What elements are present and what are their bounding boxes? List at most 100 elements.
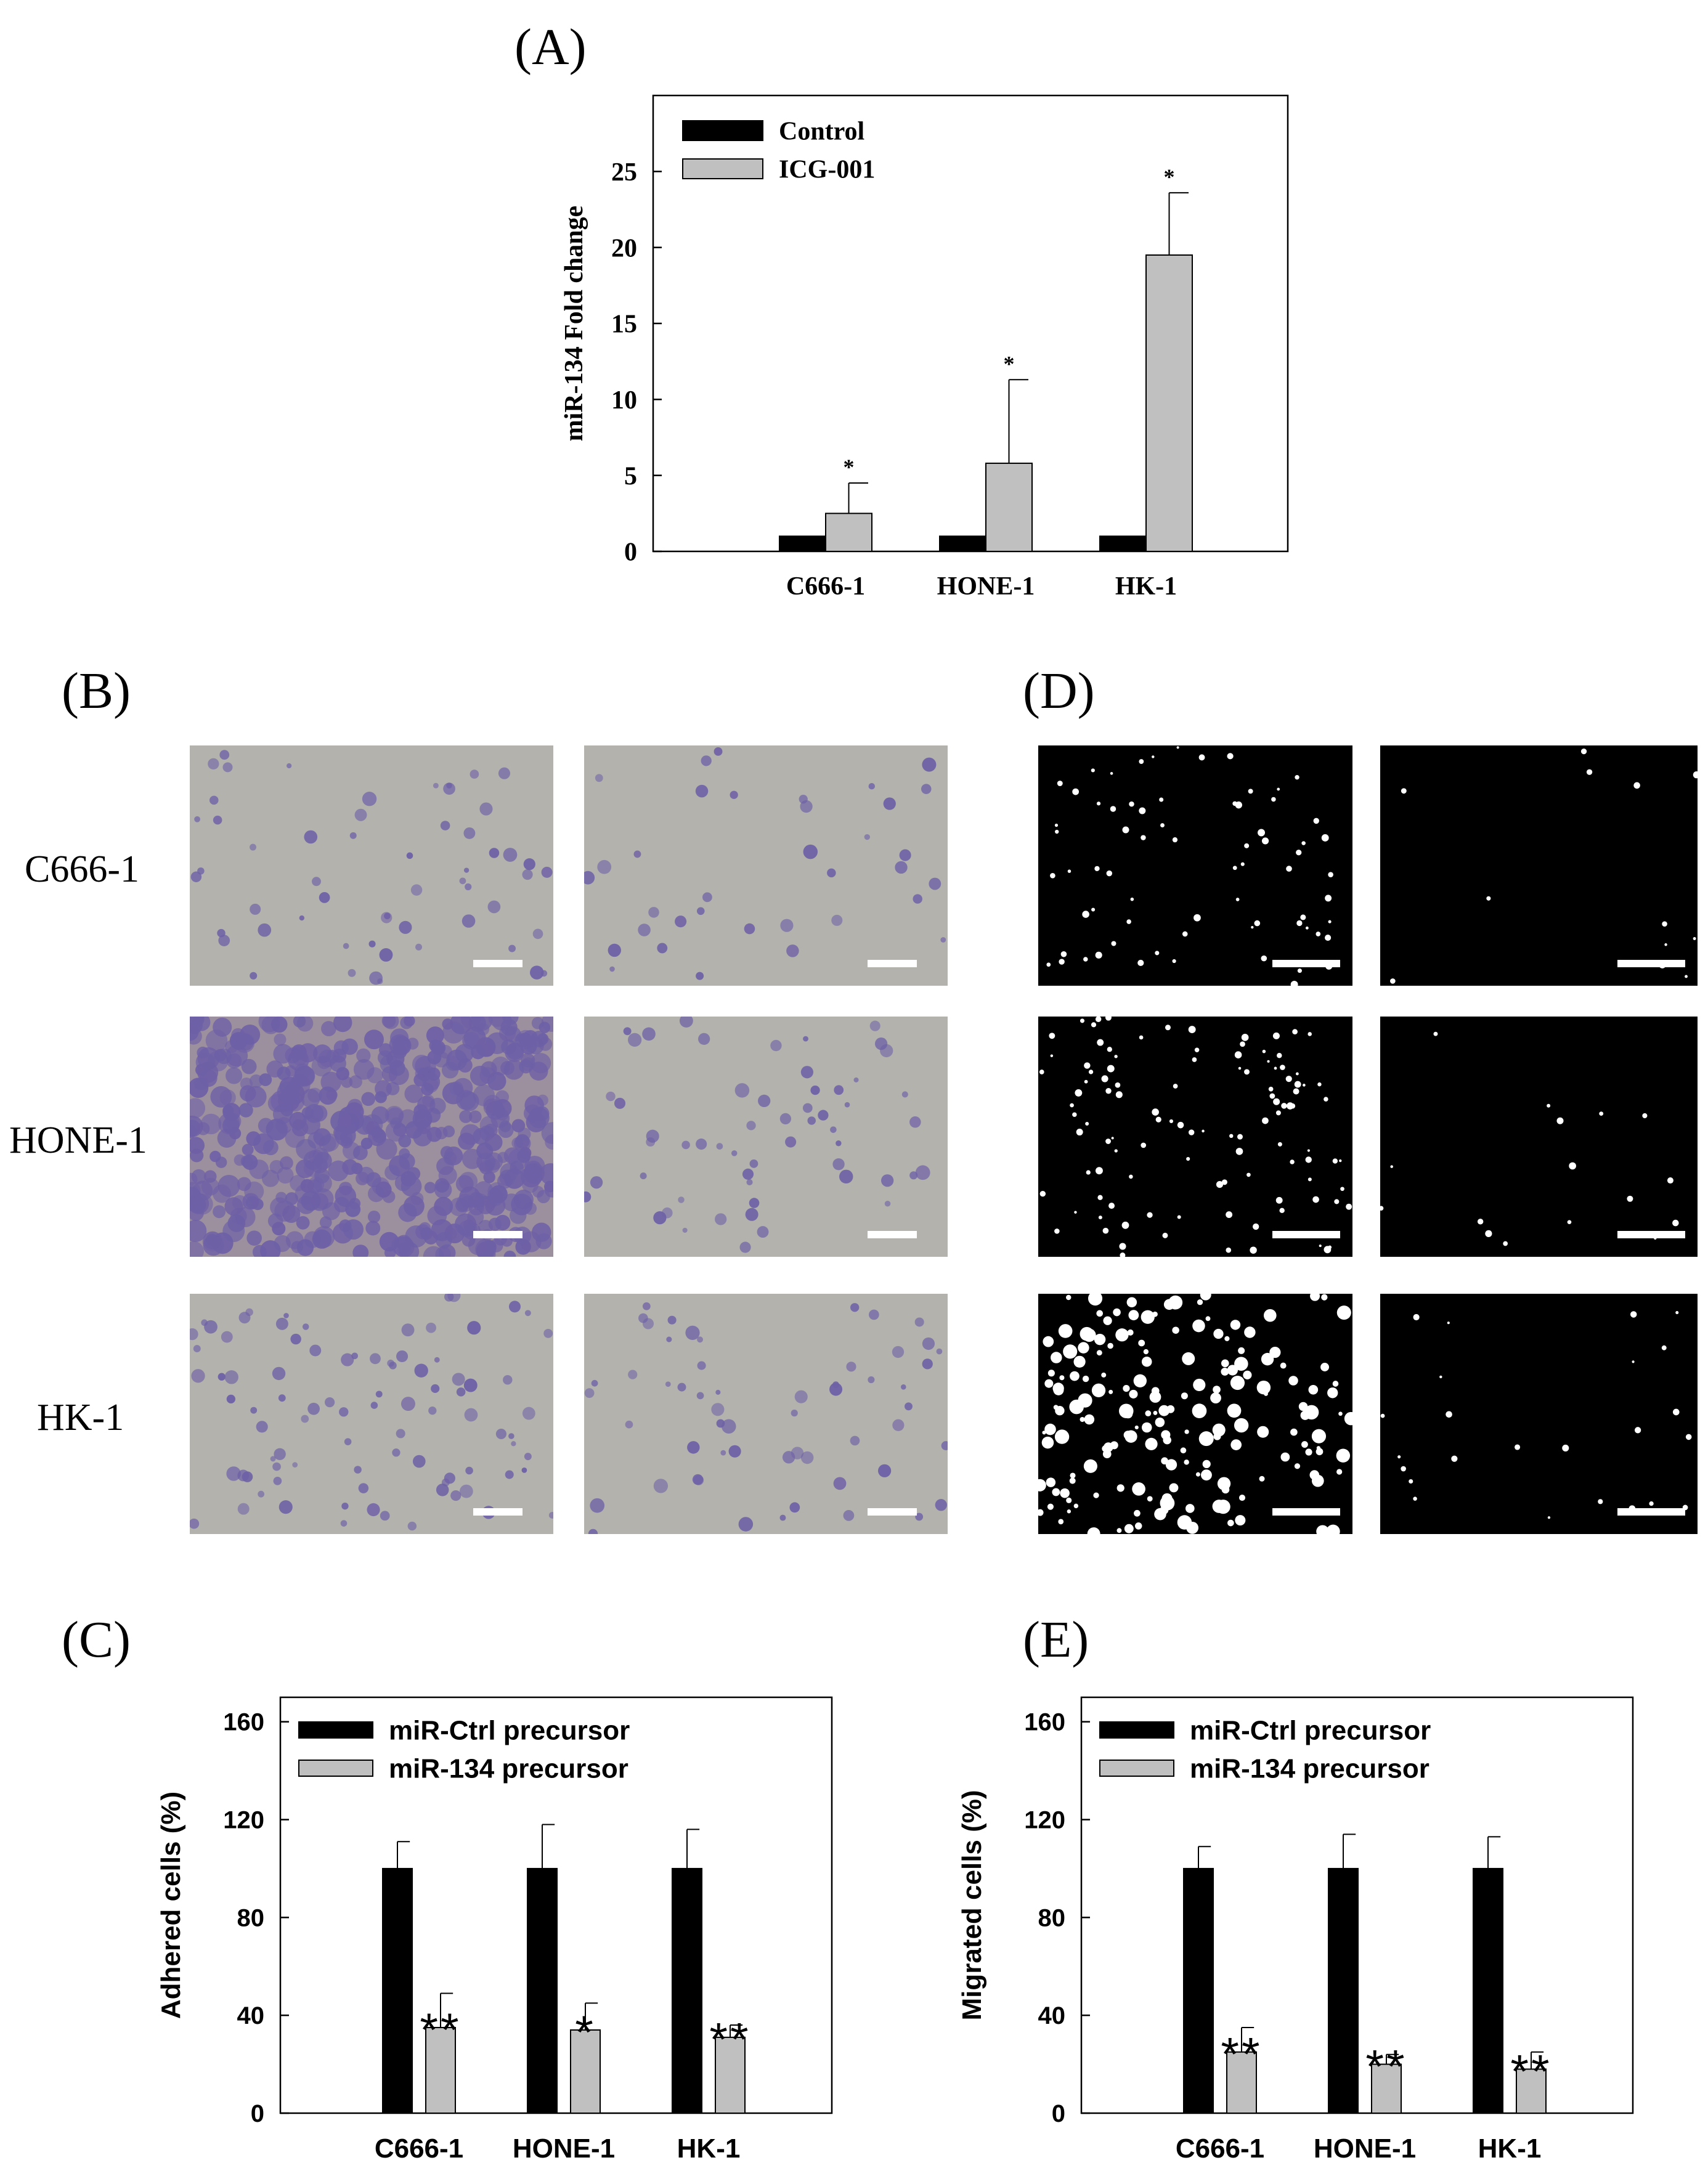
stained-cell <box>426 1026 444 1045</box>
stained-cell <box>488 1017 506 1027</box>
fluorescent-cell <box>1312 1196 1319 1203</box>
stained-cell <box>275 1317 288 1330</box>
chart-c-xtick-c666-1: C666-1 <box>375 2133 463 2164</box>
significance-c-hk-1: ** <box>709 2014 750 2066</box>
fluorescent-cell <box>1280 1065 1285 1070</box>
fluorescent-cell <box>1080 1018 1085 1023</box>
stained-cell <box>749 1198 760 1208</box>
stained-cell <box>522 869 533 880</box>
bar-c-mir-134-precursor-c666-1 <box>425 2027 456 2114</box>
fluorescent-cell <box>1134 1509 1141 1517</box>
fluorescent-cell <box>1198 754 1205 761</box>
fluorescent-cell <box>1105 1088 1112 1094</box>
stained-cell <box>667 1315 677 1325</box>
stained-cell <box>190 1182 201 1199</box>
panel-label-e: (E) <box>1023 1611 1089 1668</box>
fluorescent-cell <box>1060 951 1067 957</box>
stained-cell <box>495 1214 511 1231</box>
stained-cell <box>522 1407 535 1420</box>
fluorescent-cell <box>1321 834 1329 842</box>
stained-cell <box>194 816 200 822</box>
stained-cell <box>273 1476 282 1485</box>
stained-cell <box>270 1017 288 1033</box>
stained-cell <box>458 1220 476 1238</box>
stained-cell <box>190 1220 207 1242</box>
fluorescent-cell <box>1316 1446 1321 1450</box>
fluorescent-cell <box>1310 1294 1320 1301</box>
stained-cell <box>404 1017 415 1027</box>
stained-cell <box>495 1428 506 1440</box>
fluorescent-cell <box>1630 1311 1637 1318</box>
fluorescent-cell <box>1192 1319 1205 1333</box>
stained-cell <box>193 1345 201 1353</box>
stained-cell <box>892 1346 905 1358</box>
stained-cell <box>370 1402 378 1409</box>
fluorescent-cell <box>1107 1342 1113 1349</box>
fluorescent-cell <box>1161 1430 1171 1440</box>
stained-cell <box>341 1502 349 1510</box>
fluorescent-cell <box>1294 1463 1301 1469</box>
stained-cell <box>296 1017 314 1032</box>
stained-cell <box>745 1208 758 1221</box>
fluorescent-cell <box>1261 1352 1274 1366</box>
stained-cell <box>922 1337 935 1350</box>
stained-cell <box>296 1216 310 1230</box>
fluorescent-cell <box>1067 869 1072 873</box>
fluorescent-cell <box>1261 837 1269 845</box>
fluorescent-cell <box>1332 1158 1338 1164</box>
stained-cell <box>831 914 843 926</box>
stained-cell <box>446 782 452 789</box>
fluorescent-cell <box>1599 1111 1604 1116</box>
stained-cell <box>433 1051 450 1068</box>
stained-cell <box>396 1350 409 1363</box>
stained-cell <box>640 1172 647 1180</box>
fluorescent-cell <box>1293 1088 1299 1095</box>
stained-cell <box>832 1158 845 1171</box>
stained-cell <box>468 1192 485 1208</box>
fluorescent-cell <box>1107 1065 1115 1073</box>
stained-cell <box>348 968 356 977</box>
micrograph-d-c666-1-control <box>1038 745 1352 986</box>
row-label-hone-1: HONE-1 <box>9 1119 147 1161</box>
stained-cell <box>287 763 292 769</box>
fluorescent-cell <box>1339 1159 1342 1163</box>
stained-cell <box>874 1037 888 1050</box>
fluorescent-cell <box>1110 772 1113 775</box>
fluorescent-cell <box>1316 1525 1329 1534</box>
fluorescent-cell <box>1119 1403 1134 1419</box>
fluorescent-cell <box>1332 1381 1339 1387</box>
fluorescent-cell <box>1685 1434 1692 1440</box>
fluorescent-cell <box>1221 1485 1230 1494</box>
stained-cell <box>237 1034 254 1051</box>
stained-cell <box>487 900 501 914</box>
stained-cell <box>909 1116 921 1128</box>
fluorescent-cell <box>1095 1017 1102 1022</box>
fluorescent-cell <box>1254 920 1261 927</box>
stained-cell <box>250 972 258 980</box>
stained-cell <box>386 1082 400 1095</box>
fluorescent-cell <box>1046 1477 1056 1487</box>
stained-cell <box>309 1344 322 1357</box>
stained-cell <box>279 1500 293 1514</box>
scale-bar <box>1617 1231 1685 1238</box>
stained-cell <box>412 1455 426 1468</box>
fluorescent-cell <box>1662 921 1667 927</box>
fluorescent-cell <box>1042 1431 1046 1435</box>
stained-cell <box>468 1235 488 1256</box>
legend-swatch-e-mir-134-precursor <box>1099 1760 1174 1777</box>
fluorescent-cell <box>1107 1047 1112 1052</box>
legend-label-e-mir-134-precursor: miR-134 precursor <box>1190 1753 1429 1784</box>
stained-cell <box>521 1468 527 1473</box>
stained-cell <box>758 1094 771 1108</box>
fluorescent-cell <box>1127 1329 1134 1336</box>
fluorescent-cell <box>1226 1211 1233 1219</box>
fluorescent-cell <box>1084 1414 1095 1425</box>
stained-cell <box>218 1373 226 1381</box>
stained-cell <box>749 1159 758 1168</box>
stained-cell <box>428 1406 437 1415</box>
stained-cell <box>442 1125 455 1138</box>
fluorescent-cell <box>1334 1199 1340 1204</box>
fluorescent-cell <box>1155 1417 1165 1427</box>
stained-cell <box>292 1462 298 1468</box>
